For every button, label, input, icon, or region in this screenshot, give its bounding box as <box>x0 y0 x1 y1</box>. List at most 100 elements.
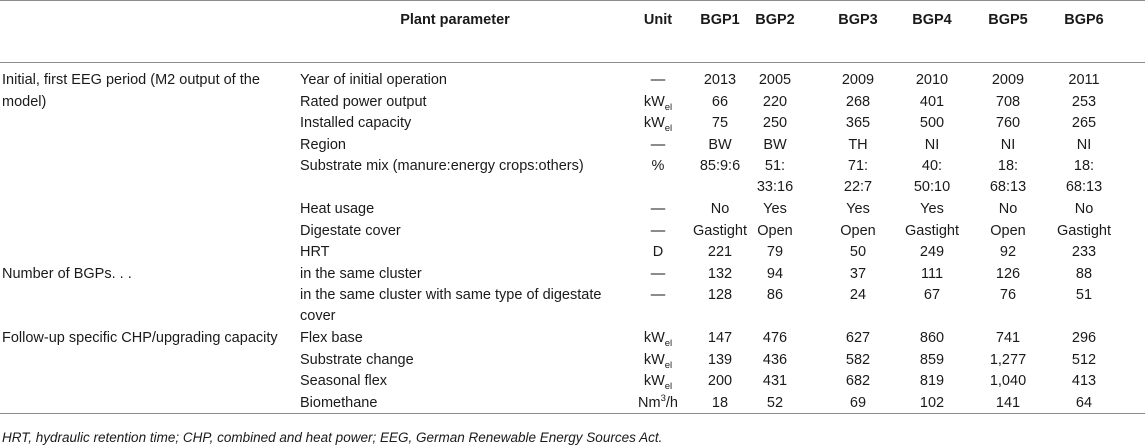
table-cell: Gastight <box>693 222 747 239</box>
table-footnote: HRT, hydraulic retention time; CHP, comb… <box>2 430 663 445</box>
table-cell: 1,040 <box>989 373 1027 389</box>
row-parameter: Region <box>300 136 346 153</box>
row-parameter: Seasonal flex <box>300 373 388 389</box>
table-cell: Open <box>990 222 1026 239</box>
table-cell: 233 <box>1071 244 1097 260</box>
table-cell: 18: 68:13 <box>989 158 1027 195</box>
table-cell: 253 <box>1071 93 1097 110</box>
table-cell: 265 <box>1071 115 1097 131</box>
row-parameter: Rated power output <box>300 93 427 110</box>
table-cell: Open <box>757 222 793 239</box>
table-cell: 69 <box>849 394 867 411</box>
table-cell: 582 <box>845 351 871 368</box>
table-cell: 94 <box>766 265 784 282</box>
table-cell: TH <box>848 136 868 153</box>
table-cell: 365 <box>845 115 871 131</box>
table-cell: 2009 <box>841 72 875 88</box>
row-unit: kWel <box>643 115 673 134</box>
row-unit: Nm3/h <box>638 392 678 411</box>
table-cell: NI <box>1000 136 1016 153</box>
table-cell: 50 <box>849 244 867 260</box>
table-cell: BW <box>708 136 732 153</box>
table-cell: 18: 68:13 <box>1065 158 1103 195</box>
table-cell: 76 <box>999 287 1017 303</box>
header-bgp5: BGP5 <box>988 12 1028 28</box>
table-cell: Yes <box>763 201 787 217</box>
row-parameter: in the same cluster with same type of di… <box>300 287 602 324</box>
row-parameter: HRT <box>300 244 330 260</box>
table-cell: 71: 22:7 <box>843 158 873 195</box>
header-bgp4: BGP4 <box>912 12 952 28</box>
row-unit: % <box>651 158 665 174</box>
table-cell: 819 <box>919 373 945 389</box>
table-cell: 512 <box>1071 351 1097 368</box>
table-cell: 250 <box>762 115 788 131</box>
row-parameter: Installed capacity <box>300 115 412 131</box>
row-parameter: Digestate cover <box>300 222 401 239</box>
table-cell: 24 <box>849 287 867 303</box>
row-unit: — <box>650 287 666 303</box>
table-cell: 220 <box>762 93 788 110</box>
table-cell: 64 <box>1075 394 1093 411</box>
row-unit: kWel <box>643 330 673 349</box>
row-parameter: in the same cluster <box>300 265 422 282</box>
table-cell: Yes <box>846 201 870 217</box>
table-cell: 760 <box>995 115 1021 131</box>
table-cell: 132 <box>707 265 733 282</box>
table-cell: BW <box>763 136 787 153</box>
table-cell: Gastight <box>1057 222 1111 239</box>
table-cell: 67 <box>923 287 941 303</box>
table-cell: 413 <box>1071 373 1097 389</box>
table-cell: 141 <box>995 394 1021 411</box>
table-cell: 401 <box>919 93 945 110</box>
row-parameter: Year of initial operation <box>300 72 447 88</box>
row-unit: kWel <box>643 373 673 392</box>
table-cell: 682 <box>845 373 871 389</box>
row-parameter: Heat usage <box>300 201 375 217</box>
table-cell: 139 <box>707 351 733 368</box>
table-cell: Yes <box>920 201 944 217</box>
row-unit: kWel <box>643 351 673 371</box>
group-label: Number of BGPs. . . <box>2 265 132 282</box>
table-cell: 86 <box>766 287 784 303</box>
table-cell: 126 <box>995 265 1021 282</box>
table-cell: 500 <box>919 115 945 131</box>
table-cell: 296 <box>1071 330 1097 346</box>
header-rule <box>0 62 1145 63</box>
header-unit: Unit <box>643 12 673 28</box>
table-cell: 2013 <box>703 72 737 88</box>
table-cell: 18 <box>711 394 729 411</box>
table-cell: Open <box>840 222 876 239</box>
table-cell: 111 <box>920 265 944 282</box>
row-parameter: Substrate mix (manure:energy crops:other… <box>300 158 584 174</box>
table-cell: 859 <box>919 351 945 368</box>
table-cell: 51: 33:16 <box>756 158 794 195</box>
table-cell: 147 <box>707 330 733 346</box>
table-cell: 2011 <box>1068 72 1100 88</box>
table-cell: 37 <box>849 265 867 282</box>
bottom-rule <box>0 413 1145 414</box>
table-cell: 627 <box>845 330 871 346</box>
table-cell: 249 <box>919 244 945 260</box>
table-cell: 476 <box>762 330 788 346</box>
row-unit: — <box>650 201 666 217</box>
row-parameter: Biomethane <box>300 394 378 411</box>
row-unit: — <box>650 222 666 239</box>
table-cell: 221 <box>707 244 733 260</box>
table-cell: 85:9:6 <box>699 158 741 174</box>
table-cell: 436 <box>762 351 788 368</box>
table-cell: 268 <box>845 93 871 110</box>
table-cell: 128 <box>707 287 733 303</box>
table-cell: No <box>710 201 730 217</box>
table-cell: 51 <box>1075 287 1093 303</box>
table-cell: 102 <box>919 394 945 411</box>
header-bgp6: BGP6 <box>1064 12 1104 28</box>
header-bgp3: BGP3 <box>838 12 878 28</box>
group-label: Follow-up specific CHP/upgrading capacit… <box>2 330 278 346</box>
header-bgp2: BGP2 <box>755 12 795 28</box>
table-cell: No <box>1074 201 1094 217</box>
top-rule <box>0 0 1145 1</box>
row-parameter: Flex base <box>300 330 363 346</box>
table-cell: 2005 <box>758 72 792 88</box>
table-cell: 92 <box>999 244 1017 260</box>
